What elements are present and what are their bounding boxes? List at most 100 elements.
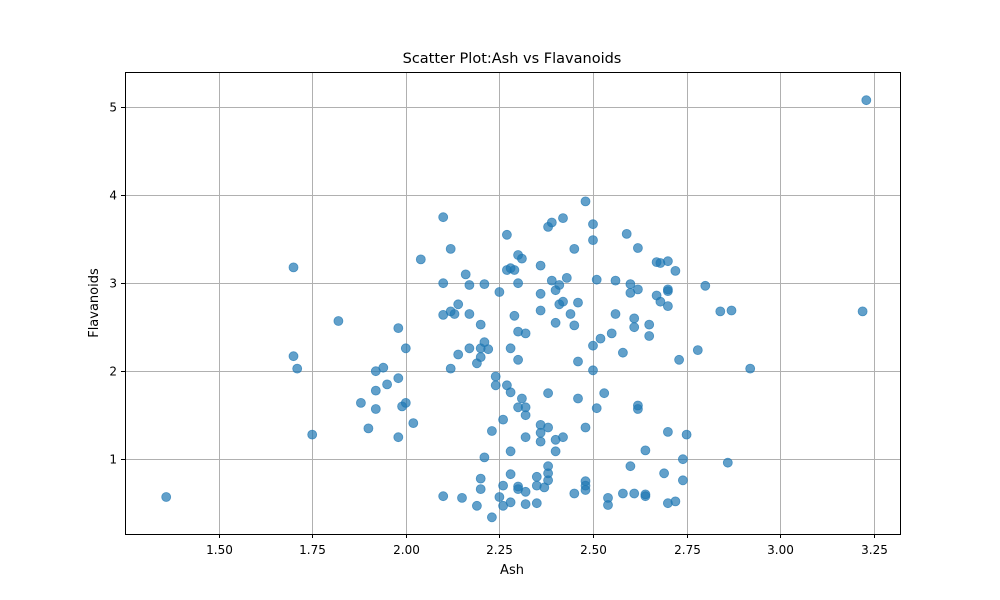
data-point	[494, 287, 505, 297]
data-point	[513, 354, 523, 365]
y-axis-label: Flavanoids	[87, 268, 102, 338]
data-point	[554, 280, 565, 290]
data-point	[558, 432, 568, 443]
data-point	[509, 310, 520, 321]
data-point	[535, 288, 546, 299]
data-point	[580, 485, 591, 495]
data-point	[722, 457, 733, 468]
data-point	[355, 397, 366, 408]
data-point	[531, 498, 542, 509]
y-tick-label: 4	[109, 189, 117, 203]
data-point	[471, 500, 482, 511]
data-point	[517, 253, 527, 264]
x-tick-label: 2.25	[486, 543, 513, 557]
data-point	[621, 228, 632, 239]
data-point	[663, 286, 673, 297]
data-point	[520, 328, 531, 339]
data-point	[681, 429, 692, 440]
plot-frame	[125, 72, 901, 535]
data-point	[464, 280, 475, 290]
data-point	[307, 429, 318, 440]
data-point	[475, 319, 486, 330]
data-point	[370, 385, 381, 396]
data-point	[531, 471, 542, 482]
data-point	[588, 219, 598, 230]
y-tick-label: 5	[109, 101, 117, 115]
data-point	[618, 347, 628, 358]
data-point	[595, 333, 606, 344]
data-point	[498, 414, 509, 425]
data-point	[610, 275, 621, 286]
data-points	[161, 95, 872, 523]
data-point	[370, 404, 381, 414]
data-point	[640, 491, 651, 502]
data-point	[659, 468, 669, 479]
data-point	[640, 445, 651, 456]
x-tick-label: 1.75	[299, 543, 326, 557]
data-point	[292, 363, 303, 374]
data-point	[445, 363, 456, 374]
data-point	[633, 284, 643, 295]
data-point	[400, 343, 411, 354]
data-point	[599, 388, 610, 399]
data-point	[453, 299, 464, 310]
x-tick-label: 2.00	[393, 543, 420, 557]
data-point	[393, 432, 404, 443]
data-point	[490, 371, 501, 382]
data-point	[535, 260, 546, 271]
data-point	[415, 254, 426, 265]
y-tick-label: 3	[109, 277, 117, 291]
data-point	[588, 365, 598, 376]
data-point	[378, 362, 389, 373]
data-point	[475, 473, 486, 484]
data-point	[486, 426, 497, 436]
data-point	[400, 397, 411, 408]
data-point	[363, 423, 374, 434]
data-point	[580, 196, 591, 207]
data-point	[588, 340, 598, 351]
data-point	[633, 243, 643, 253]
data-point	[591, 403, 602, 414]
data-point	[678, 454, 688, 465]
data-point	[606, 328, 617, 339]
data-point	[438, 212, 449, 223]
data-point	[603, 500, 613, 510]
data-point	[546, 275, 557, 286]
data-point	[505, 343, 516, 354]
data-point	[543, 475, 553, 486]
data-point	[408, 418, 419, 429]
data-point	[588, 235, 598, 246]
data-point	[490, 380, 501, 391]
data-point	[569, 243, 580, 254]
data-point	[449, 309, 460, 319]
data-point	[861, 95, 872, 106]
data-point	[464, 343, 475, 354]
data-point	[483, 344, 494, 355]
x-axis-label: Ash	[500, 563, 524, 578]
data-point	[857, 306, 868, 317]
data-point	[438, 278, 449, 289]
data-point	[288, 351, 299, 362]
data-point	[633, 404, 643, 414]
data-point	[692, 345, 703, 356]
y-tick-label: 1	[109, 453, 117, 467]
x-tick-label: 3.00	[767, 543, 794, 557]
data-point	[445, 243, 456, 254]
x-tick-label: 3.25	[861, 543, 888, 557]
data-point	[569, 488, 580, 499]
data-point	[610, 309, 621, 319]
data-point	[161, 492, 172, 502]
data-point	[573, 356, 583, 367]
data-point	[535, 436, 546, 447]
data-point	[644, 319, 655, 330]
x-tick-label: 2.50	[580, 543, 607, 557]
data-point	[561, 272, 572, 283]
data-point	[453, 349, 464, 360]
data-point	[393, 373, 404, 384]
data-point	[580, 422, 591, 433]
data-point	[573, 297, 583, 308]
data-point	[505, 469, 516, 480]
data-point	[479, 279, 490, 290]
data-point	[393, 323, 404, 334]
